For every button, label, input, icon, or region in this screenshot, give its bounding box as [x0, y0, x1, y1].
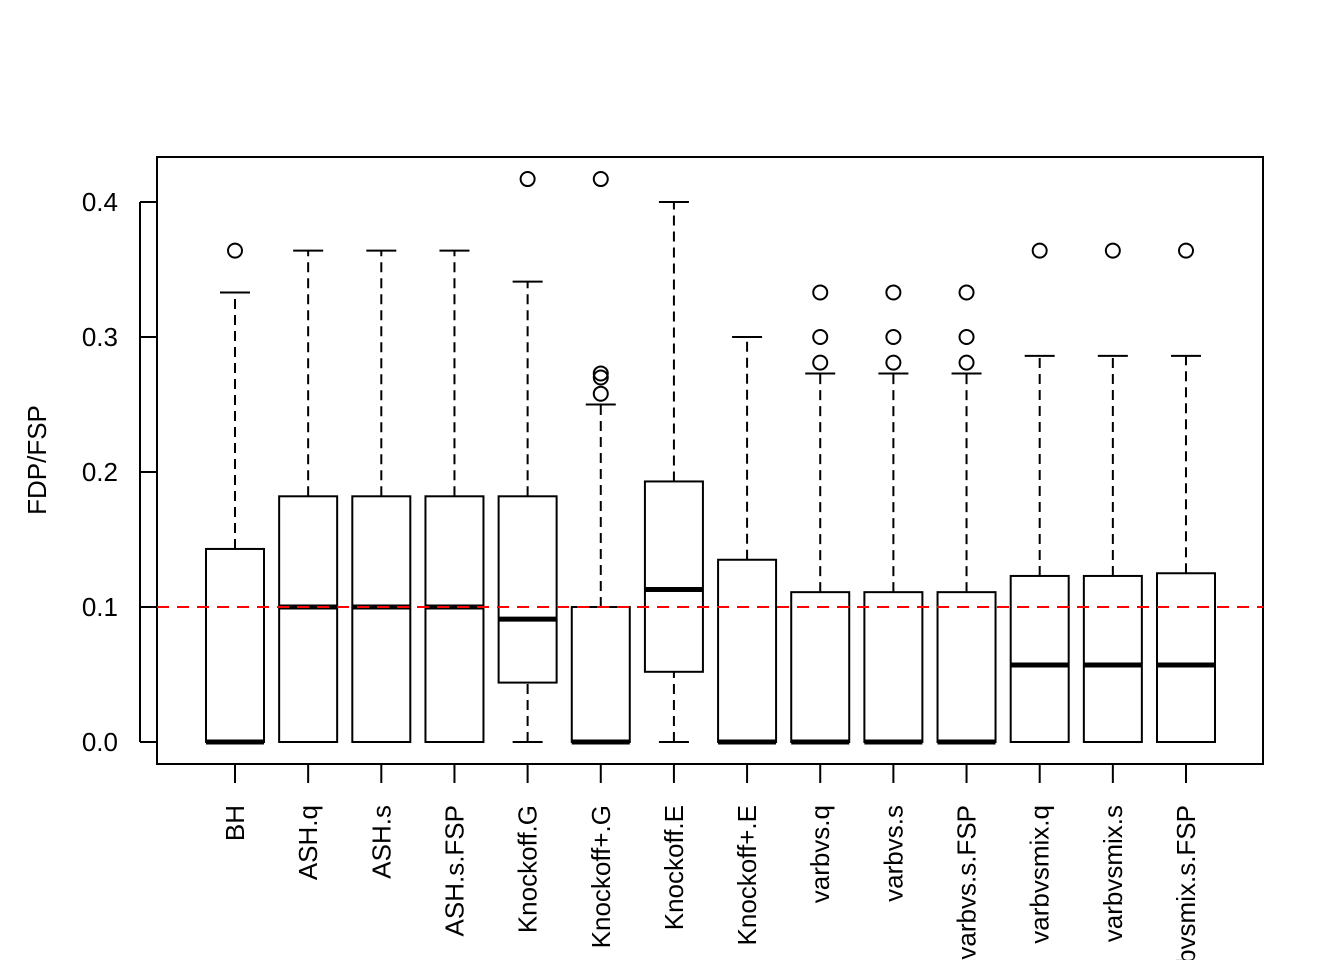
box-iqr: [570, 606, 631, 743]
box-iqr: [351, 495, 412, 743]
y-tick-label: 0.4: [82, 187, 118, 217]
box-iqr: [497, 495, 558, 684]
box-varbvs-s: [863, 284, 924, 745]
box-bh: [205, 242, 265, 745]
outlier-point: [885, 284, 902, 301]
x-tick-label: varbvs.q: [805, 805, 835, 903]
box-iqr: [863, 591, 924, 744]
outlier-point: [1178, 242, 1194, 259]
box-iqr: [1156, 572, 1216, 743]
x-tick-label: Knockoff.E: [659, 805, 689, 930]
x-tick-label: varbvs.s.FSP: [952, 805, 982, 960]
box-iqr: [936, 591, 997, 744]
box-iqr: [205, 547, 265, 744]
x-tick-label: BH: [220, 805, 250, 841]
x-tick-label: ASH.s: [366, 805, 396, 879]
outlier-point: [1031, 242, 1048, 259]
outlier-point: [958, 284, 975, 301]
box-varbvs-q: [790, 284, 851, 745]
box-iqr: [1082, 574, 1143, 744]
y-axis: 0.0 0.1 0.2 0.3 0.4: [82, 187, 157, 757]
outlier-point: [958, 354, 975, 371]
outlier-point: [592, 369, 609, 386]
box-ash-s: [351, 249, 412, 743]
x-tick-label: ASH.q: [293, 805, 323, 880]
box-ash-q: [278, 249, 339, 743]
x-tick-label: Knockoff.G: [513, 805, 543, 933]
box-varbvsmix-s: [1082, 242, 1143, 744]
box-iqr: [790, 591, 851, 744]
box-iqr: [278, 495, 339, 743]
x-tick-label: Knockoff+.E: [732, 805, 762, 945]
box-knockoff-g: [497, 171, 558, 743]
outlier-point: [812, 284, 829, 301]
box-knockoff-e: [643, 201, 704, 743]
box-iqr: [717, 558, 778, 743]
x-tick-label: ASH.s.FSP: [439, 805, 469, 936]
outlier-point: [812, 354, 829, 371]
outlier-point: [592, 385, 609, 402]
outlier-point: [592, 171, 609, 188]
x-tick-label: varbvsmix.s: [1098, 805, 1128, 942]
outlier-point: [958, 329, 975, 345]
outlier-point: [885, 329, 902, 345]
x-axis: BH ASH.q ASH.s ASH.s.FSP Knockoff.G Knockoff+…: [220, 763, 1201, 960]
y-tick-label: 0.1: [82, 592, 118, 622]
y-axis-label: FDP/FSP: [22, 405, 52, 515]
box-varbvsmix-q: [1009, 242, 1070, 744]
box-iqr: [424, 495, 485, 743]
boxes: [205, 171, 1216, 745]
outlier-point: [1104, 242, 1121, 259]
y-tick-label: 0.2: [82, 457, 118, 487]
x-tick-label: varbvsmix.q: [1025, 805, 1055, 944]
x-tick-label: varbvsmix.s.FSP: [1171, 805, 1201, 960]
outlier-point: [592, 365, 609, 382]
box-varbvs-s-fsp: [936, 284, 997, 745]
y-tick-label: 0.0: [82, 727, 118, 757]
box-varbvsmix-s-fsp: [1156, 242, 1216, 743]
x-tick-label: Knockoff+.G: [586, 805, 616, 948]
outlier-point: [812, 329, 829, 345]
box-iqr: [643, 480, 704, 673]
box-knockoff-e: [717, 336, 778, 745]
box-ash-s-fsp: [424, 249, 485, 743]
box-knockoff-g: [570, 171, 631, 745]
x-tick-label: varbvs.s: [878, 805, 908, 902]
box-iqr: [1009, 574, 1070, 744]
outlier-point: [885, 354, 902, 371]
outlier-point: [519, 171, 536, 188]
outlier-point: [227, 242, 243, 259]
y-tick-label: 0.3: [82, 322, 118, 352]
